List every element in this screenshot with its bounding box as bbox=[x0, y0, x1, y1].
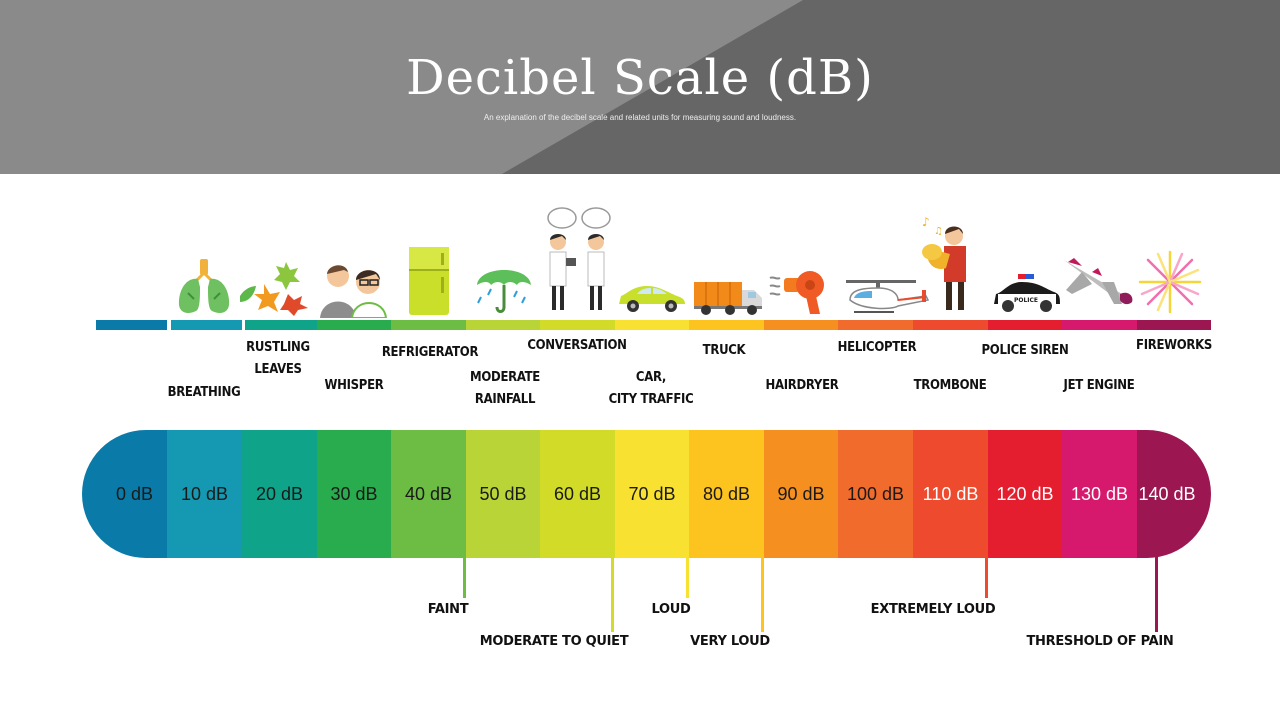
db-value-label: 80 dB bbox=[702, 483, 751, 504]
threshold-tick bbox=[686, 542, 689, 598]
whisper-icon bbox=[318, 262, 392, 319]
scale-line-segment bbox=[988, 320, 1062, 330]
refrigerator-icon bbox=[407, 245, 451, 317]
scale-line-segment bbox=[1062, 320, 1137, 330]
jet-icon bbox=[1062, 254, 1136, 310]
sound-source-label: REFRIGERATOR bbox=[381, 345, 479, 360]
threshold-label: EXTREMELY LOUD bbox=[870, 602, 996, 617]
umbrella-icon bbox=[473, 257, 535, 315]
threshold-tick bbox=[761, 542, 764, 632]
db-value-label: 30 dB bbox=[330, 483, 378, 504]
scale-line-segment bbox=[540, 320, 615, 330]
lungs-icon bbox=[176, 257, 232, 317]
sound-source-label: HAIRDRYER bbox=[765, 378, 839, 393]
svg-text:♪: ♪ bbox=[922, 215, 930, 229]
db-band: 100 dB bbox=[838, 430, 913, 558]
db-band: 70 dB bbox=[615, 430, 689, 558]
db-value-label: 50 dB bbox=[479, 483, 527, 504]
sound-source-label: WHISPER bbox=[324, 378, 384, 393]
scale-line-segment bbox=[171, 320, 242, 330]
threshold-label: MODERATE TO QUIET bbox=[479, 634, 629, 649]
db-band: 130 dB bbox=[1062, 430, 1137, 558]
db-value-label: 70 dB bbox=[628, 483, 676, 504]
sound-source-label: FIREWORKS bbox=[1136, 338, 1212, 353]
scale-line-segment bbox=[913, 320, 988, 330]
db-band: 110 dB bbox=[913, 430, 988, 558]
car-icon bbox=[615, 282, 687, 314]
page-subtitle: An explanation of the decibel scale and … bbox=[483, 113, 797, 122]
db-value-label: 20 dB bbox=[255, 483, 304, 504]
db-value-label: 0 dB bbox=[115, 483, 154, 504]
sound-source-label: TRUCK bbox=[702, 343, 746, 358]
db-band: 10 dB bbox=[167, 430, 242, 558]
db-band: 120 dB bbox=[988, 430, 1062, 558]
scale-line-segment bbox=[764, 320, 838, 330]
scale-line-segment bbox=[391, 320, 466, 330]
scale-line-segment bbox=[245, 320, 317, 330]
threshold-tick bbox=[985, 542, 988, 598]
db-value-label: 130 dB bbox=[1070, 483, 1129, 504]
police-car-icon: POLICE bbox=[990, 272, 1062, 316]
sound-source-label: CONVERSATION bbox=[527, 338, 627, 353]
db-band: 90 dB bbox=[764, 430, 838, 558]
truck-icon bbox=[692, 280, 764, 316]
fireworks-icon bbox=[1138, 248, 1202, 316]
db-band: 0 dB bbox=[82, 430, 167, 558]
sound-source-label: CAR, CITY TRAFFIC bbox=[608, 370, 694, 407]
sound-source-label: BREATHING bbox=[167, 385, 241, 400]
db-value-label: 120 dB bbox=[996, 483, 1054, 504]
db-value-label: 10 dB bbox=[180, 483, 229, 504]
db-value-label: 60 dB bbox=[553, 483, 602, 504]
sound-source-label: RUSTLING LEAVES bbox=[246, 340, 310, 377]
threshold-label: THRESHOLD OF PAIN bbox=[1026, 634, 1174, 649]
db-value-label: 100 dB bbox=[846, 483, 905, 504]
db-value-label: 140 dB bbox=[1138, 483, 1196, 504]
scale-line-segment bbox=[317, 320, 391, 330]
threshold-tick bbox=[1155, 542, 1158, 632]
conversation-icon bbox=[540, 206, 616, 314]
scale-line-segment bbox=[466, 320, 540, 330]
leaves-icon bbox=[236, 256, 316, 316]
sound-source-label: POLICE SIREN bbox=[981, 343, 1069, 358]
db-band: 60 dB bbox=[540, 430, 615, 558]
scale-line-segment bbox=[615, 320, 689, 330]
hairdryer-icon bbox=[768, 268, 832, 316]
trombone-icon: ♪ ♫ bbox=[920, 214, 972, 314]
threshold-label: VERY LOUD bbox=[690, 634, 770, 649]
scale-line-segment bbox=[96, 320, 167, 330]
db-value-label: 110 dB bbox=[922, 483, 979, 504]
db-band: 80 dB bbox=[689, 430, 764, 558]
sound-source-label: MODERATE RAINFALL bbox=[470, 370, 540, 407]
db-band: 40 dB bbox=[391, 430, 466, 558]
threshold-label: FAINT bbox=[427, 602, 469, 617]
scale-line-segment bbox=[1137, 320, 1211, 330]
helicopter-icon bbox=[842, 278, 930, 316]
sound-source-label: HELICOPTER bbox=[837, 340, 917, 355]
scale-line-segment bbox=[689, 320, 764, 330]
db-value-label: 90 dB bbox=[777, 483, 825, 504]
page-title: Decibel Scale (dB) bbox=[406, 50, 874, 106]
svg-text:♫: ♫ bbox=[934, 226, 943, 237]
sound-source-label: JET ENGINE bbox=[1063, 378, 1135, 393]
threshold-tick bbox=[611, 542, 614, 632]
threshold-tick bbox=[463, 542, 466, 598]
header-banner: Decibel Scale (dB) An explanation of the… bbox=[0, 0, 1280, 174]
scale-line-segment bbox=[838, 320, 913, 330]
db-band: 20 dB bbox=[242, 430, 317, 558]
db-band: 140 dB bbox=[1137, 430, 1211, 558]
threshold-label: LOUD bbox=[651, 602, 691, 617]
db-band: 50 dB bbox=[466, 430, 540, 558]
db-band: 30 dB bbox=[317, 430, 391, 558]
sound-source-label: TROMBONE bbox=[913, 378, 987, 393]
police-car-text: POLICE bbox=[1014, 297, 1038, 304]
db-value-label: 40 dB bbox=[404, 483, 453, 504]
